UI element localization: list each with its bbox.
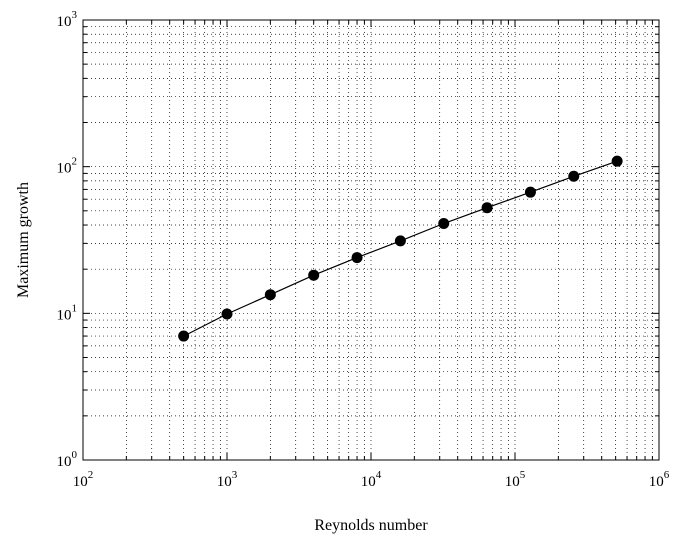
x-axis-title: Reynolds number [314, 517, 428, 534]
y-axis-title: Maximum growth [15, 182, 32, 298]
data-point [308, 269, 320, 281]
y-tick-label: 103 [57, 9, 78, 30]
tick-labels: 102 103 104 105 106 100 101 102 103 [57, 9, 670, 490]
x-tick-label: 105 [505, 469, 526, 490]
data-point [481, 202, 493, 214]
data-point [351, 252, 363, 264]
data-point [178, 330, 190, 342]
grid [83, 20, 659, 460]
data-point [524, 186, 536, 198]
plot-frame [82, 19, 660, 461]
data-point [568, 170, 580, 182]
data-point [221, 308, 233, 320]
x-tick-label: 103 [217, 469, 238, 490]
y-tick-label: 102 [57, 156, 78, 177]
data-point [264, 289, 276, 301]
y-tick-label: 100 [57, 449, 78, 470]
series-layer [178, 155, 623, 342]
x-tick-label: 102 [73, 469, 94, 490]
y-tick-label: 101 [57, 302, 78, 323]
x-tick-label: 106 [649, 469, 670, 490]
data-point [438, 217, 450, 229]
x-tick-label: 104 [361, 469, 382, 490]
data-point [394, 235, 406, 247]
data-point [611, 155, 623, 167]
